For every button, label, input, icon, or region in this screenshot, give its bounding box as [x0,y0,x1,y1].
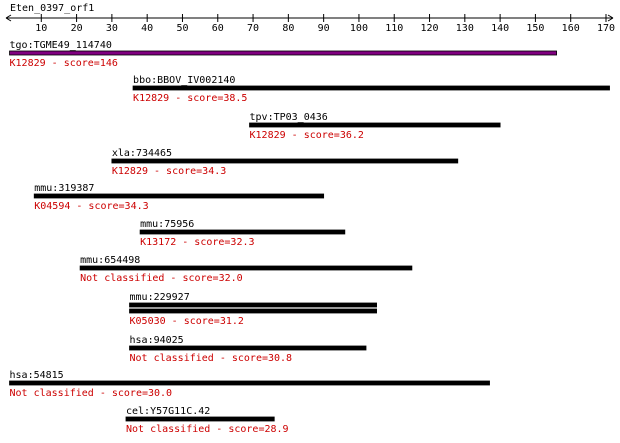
hit-score: K12829 - score=34.3 [112,166,226,177]
alignment-bar [9,380,490,386]
x-tick-label: 110 [385,23,403,34]
hit-score: K12829 - score=38.5 [133,93,247,104]
x-tick-label: 90 [318,23,330,34]
x-tick-label: 10 [35,23,47,34]
x-tick-label: 150 [526,23,544,34]
hit-score: Not classified - score=32.0 [80,273,243,284]
hit-score: K12829 - score=36.2 [250,130,364,141]
hit-score: K04594 - score=34.3 [34,201,148,212]
alignment-bar [249,122,501,128]
chart-title: Eten_0397_orf1 [10,3,94,14]
ruler-arrows [5,14,614,22]
x-tick-label: 60 [212,23,224,34]
x-tick-label: 70 [247,23,259,34]
x-tick-label: 120 [420,23,438,34]
alignment-bar [132,85,610,91]
hit-score: K05030 - score=31.2 [130,316,244,327]
x-tick-label: 140 [491,23,509,34]
alignment-bar [79,265,413,271]
alignment-bar [9,50,557,56]
hit-name: mmu:229927 [130,292,190,303]
alignment-bar [129,302,377,308]
x-tick-label: 40 [141,23,153,34]
alignment-bar [125,416,275,422]
hit-name: tgo:TGME49_114740 [10,40,112,51]
hit-score: Not classified - score=28.9 [126,424,289,435]
hit-name: hsa:94025 [130,335,184,346]
hit-name: tpv:TP03_0436 [250,112,328,123]
x-tick-label: 160 [562,23,580,34]
alignment-bar [129,345,367,351]
hit-score: Not classified - score=30.0 [10,388,173,399]
alignment-bar [111,158,459,164]
x-tick-label: 100 [350,23,368,34]
hit-score: Not classified - score=30.8 [130,353,293,364]
hit-name: mmu:75956 [140,219,194,230]
x-tick-label: 130 [456,23,474,34]
x-tick-label: 20 [71,23,83,34]
alignment-bar [129,308,377,314]
hit-name: cel:Y57G11C.42 [126,406,210,417]
hit-score: K12829 - score=146 [10,58,118,69]
x-tick-label: 30 [106,23,118,34]
x-tick-label: 170 [597,23,615,34]
hit-score: K13172 - score=32.3 [140,237,254,248]
hit-name: bbo:BBOV_IV002140 [133,75,235,86]
x-tick-label: 80 [282,23,294,34]
hit-name: mmu:654498 [80,255,140,266]
hit-name: hsa:54815 [10,370,64,381]
x-tick-label: 50 [176,23,188,34]
hit-name: mmu:319387 [34,183,94,194]
alignment-bar [139,229,346,235]
hit-name: xla:734465 [112,148,172,159]
alignment-bar [33,193,325,199]
